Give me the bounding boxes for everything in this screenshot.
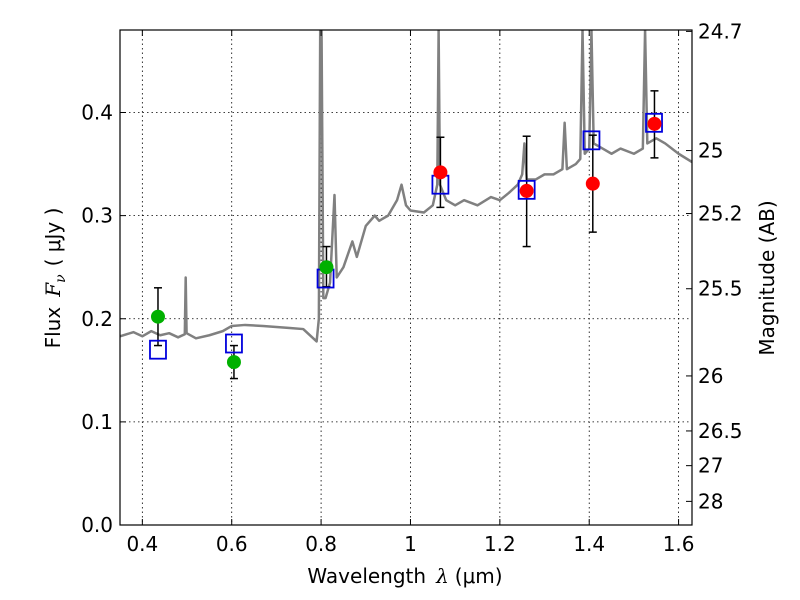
model-square [149, 339, 167, 360]
y-axis-symbol: F [41, 282, 65, 298]
x-tick-label: 1.4 [573, 532, 605, 556]
x-tick-label: 1.6 [663, 532, 695, 556]
data-points-layer [149, 90, 663, 380]
red-data-point [585, 176, 600, 191]
y-tick-label: 0.0 [81, 513, 113, 537]
red-data-point [433, 165, 448, 180]
x-axis-unit: (μm) [455, 564, 503, 588]
x-axis-title: Wavelength λ (μm) [307, 564, 502, 588]
mag-tick-label: 26 [698, 364, 723, 388]
y-tick-label: 0.2 [81, 307, 113, 331]
y2-axis-title: Magnitude (AB) [755, 200, 779, 355]
x-axis-lambda: λ [435, 564, 449, 588]
model-square [517, 179, 536, 200]
x-tick-label: 1.2 [484, 532, 516, 556]
y-axis-title: Flux Fν ( μJy ) [41, 208, 69, 349]
mag-tick-label: 27 [698, 454, 723, 478]
y-tick-label: 0.1 [81, 410, 113, 434]
mag-tick-label: 25.5 [698, 277, 743, 301]
mag-tick-label: 25 [698, 139, 723, 163]
y-axis-subscript: ν [53, 274, 69, 283]
mag-tick-label: 24.7 [698, 19, 743, 43]
red-data-point [647, 116, 662, 131]
mag-tick-label: 25.2 [698, 202, 743, 226]
x-tick-label: 0.4 [126, 532, 158, 556]
mag-tick-label: 26.5 [698, 419, 743, 443]
y-tick-label: 0.3 [81, 204, 113, 228]
red-data-point [519, 183, 534, 198]
x-tick-label: 1 [404, 532, 417, 556]
mag-tick-label: 28 [698, 489, 723, 513]
x-axis-title-prefix: Wavelength [307, 564, 426, 588]
y-tick-label: 0.4 [81, 101, 113, 125]
green-data-point [226, 355, 241, 370]
y-axis-title-prefix: Flux [41, 307, 65, 349]
x-tick-label: 0.6 [216, 532, 248, 556]
x-tick-label: 0.8 [305, 532, 337, 556]
model-square [225, 333, 243, 354]
model-square [645, 112, 663, 133]
ticks: 0.4 0.6 0.8 1 1.2 1.4 1.6 0.0 0.1 0.2 0.3 0.4 24.7 25… [81, 19, 742, 556]
green-data-point [319, 260, 334, 275]
plot-frame [119, 29, 693, 526]
green-data-point [150, 309, 165, 324]
y-axis-unit: ( μJy ) [41, 208, 65, 267]
model-square [582, 130, 601, 151]
